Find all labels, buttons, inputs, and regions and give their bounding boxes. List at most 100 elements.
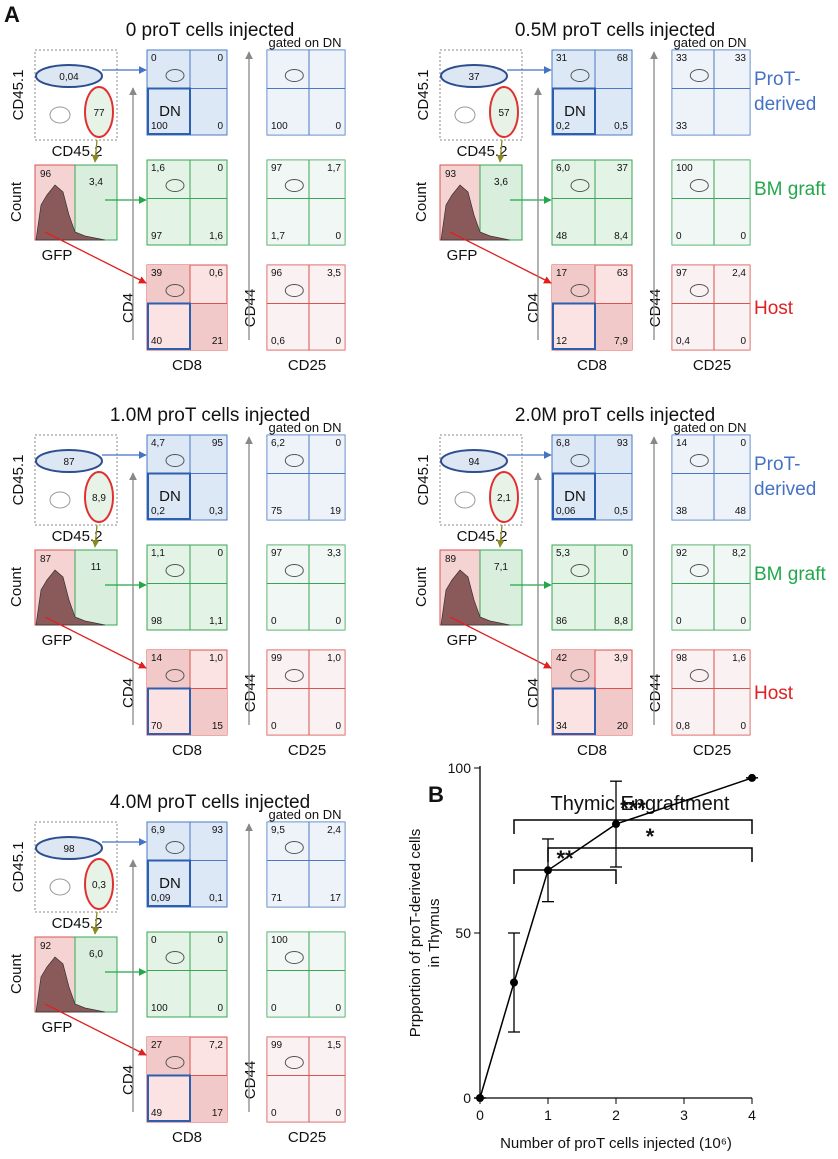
arrow [91,911,100,935]
quadrant-fill [595,688,632,735]
quadrant-plot [551,159,633,246]
quadrant-value: 42 [556,653,568,664]
quadrant-value: 0 [676,616,682,627]
quadrant-plot [671,434,751,521]
gate-label: gated on DN [674,35,747,50]
quadrant-value: 97 [151,231,163,242]
axis-label: CD45.1 [415,455,432,506]
quadrant-plot [671,264,751,351]
contour [570,179,590,192]
quadrant-value: 12 [556,336,568,347]
quadrant-value: 0,6 [209,268,223,279]
quadrant-fill [672,160,750,245]
significance-bracket [513,869,617,884]
row-label: BM graft [754,178,826,200]
quadrant-value: 2,4 [732,268,746,279]
x-axis-label: Number of proT cells injected (10⁶) [500,1135,732,1152]
gate-value: 8,9 [92,493,106,504]
quadrant-value: 0 [217,548,223,559]
quadrant-value: 0 [271,1003,277,1014]
quadrant-value: 6,8 [556,438,570,449]
dn-gate [147,472,191,520]
quadrant-value: 15 [212,721,224,732]
axis-label: Count [8,181,25,222]
quadrant-value: 3,5 [327,268,341,279]
quadrant-value: 17 [556,268,568,279]
cd45-2-gate [84,471,114,523]
axis-label: CD45.2 [52,143,103,160]
quadrant-value: 6,0 [556,163,570,174]
gfp-pos [479,549,523,626]
quadrant-value: 1,5 [327,1040,341,1051]
y-tick-label: 0 [463,1090,471,1106]
quadrant-value: 7,2 [209,1040,223,1051]
axis-label: CD45.2 [52,915,103,932]
quadrant-value: 0 [335,721,341,732]
gate-value: 93 [445,169,457,180]
axis-label: Count [413,566,430,607]
panel-label: B [428,782,444,807]
contour [165,454,185,467]
x-tick-label: 3 [680,1107,688,1123]
dn-gate [147,302,191,350]
quadrant-value: 0 [335,121,341,132]
dn-label: DN [564,488,586,505]
quadrant-value: 1,7 [327,163,341,174]
arrow [449,616,552,669]
group-title: 0 proT cells injected [126,20,295,41]
x-tick-label: 1 [544,1107,552,1123]
quadrant-value: 0 [335,231,341,242]
quadrant-value: 99 [271,1040,283,1051]
axis-label: CD8 [577,357,607,374]
axis-label: GFP [447,247,478,264]
quadrant-value: 27 [151,1040,163,1051]
contour [165,69,185,82]
axis-label: CD45.2 [457,528,508,545]
quadrant-value: 0 [740,336,746,347]
gate-value: 0,3 [92,880,106,891]
arrow [449,231,552,284]
quadrant-value: 99 [271,653,283,664]
gate-label: gated on DN [269,35,342,50]
quadrant-plot [146,434,228,521]
quadrant-fill [267,545,345,630]
contour [49,878,71,896]
contour [165,841,185,854]
cd45-1-gate [440,64,508,88]
contour [454,106,476,124]
quadrant-value: 0,3 [209,506,223,517]
contour [689,69,709,82]
quadrant-value: 0 [335,616,341,627]
significance-bracket [547,847,753,862]
arrow [496,139,505,163]
panel-label: A [4,2,20,27]
quadrant-plot [146,159,228,246]
axis-label: Count [413,181,430,222]
group-title: 1.0M proT cells injected [110,405,310,426]
axis-label: CD8 [577,742,607,759]
axis-label: CD25 [288,1129,326,1146]
quadrant-value: 21 [212,336,224,347]
quadrant-value: 0 [740,721,746,732]
quadrant-value: 0 [217,53,223,64]
contour [689,284,709,297]
contour [165,179,185,192]
quadrant-fill [552,650,595,689]
row-label: BM graft [754,563,826,585]
quadrant-plot [266,49,346,136]
x-tick-label: 2 [612,1107,620,1123]
x-tick-label: 4 [748,1107,756,1123]
quadrant-value: 6,9 [151,825,165,836]
axis-label: CD4 [525,293,542,323]
contour [49,491,71,509]
contour [689,454,709,467]
gate-value: 3,4 [89,177,103,188]
quadrant-plot [266,159,346,246]
cd45-2-gate [84,86,114,138]
quadrant-value: 0 [622,548,628,559]
gate-value: 87 [63,457,75,468]
group-title: 4.0M proT cells injected [110,792,310,813]
histogram [35,956,106,1013]
